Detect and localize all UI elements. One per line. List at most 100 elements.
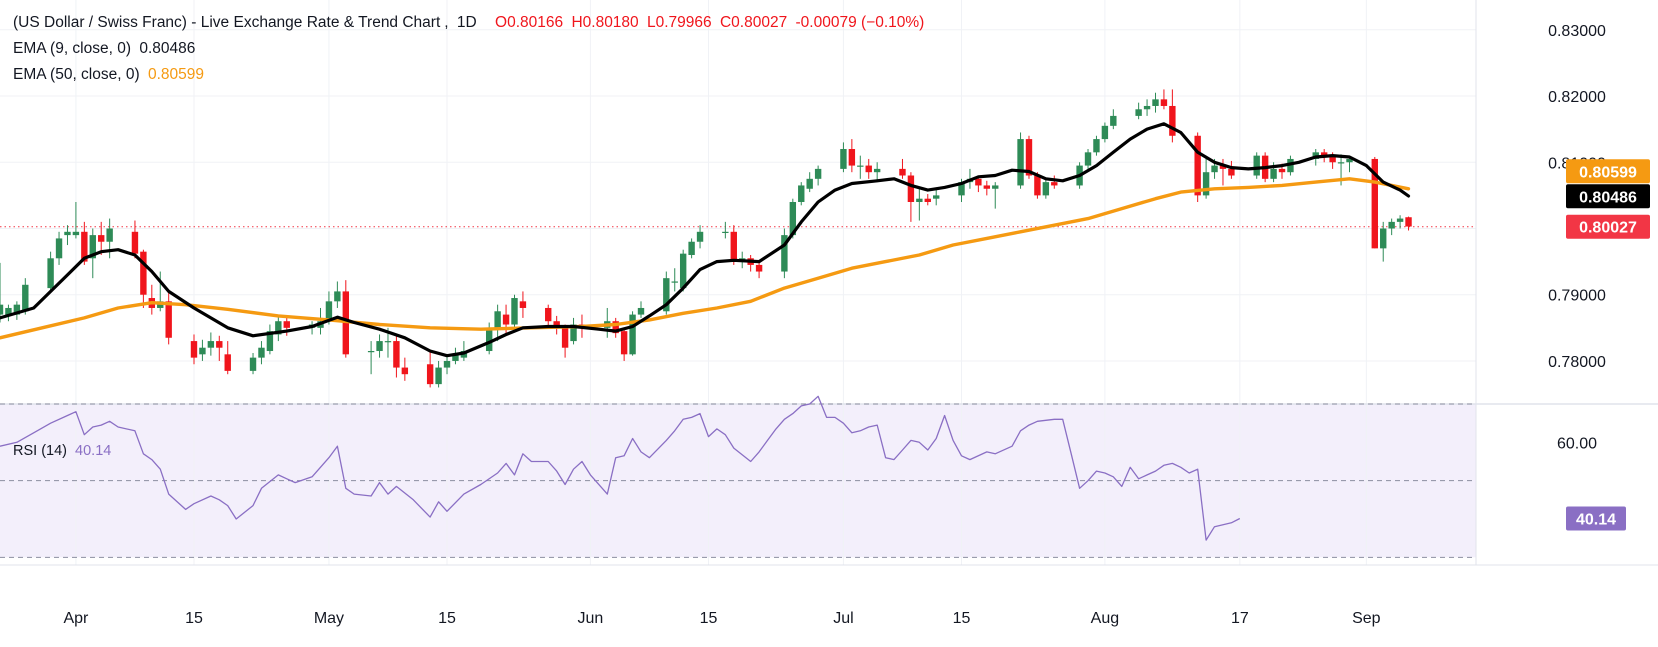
candle-body-113 — [1320, 152, 1328, 156]
price-tick-label-0: 0.83000 — [1548, 23, 1606, 40]
candle-body-3 — [22, 284, 29, 312]
chart-comma: , — [444, 14, 449, 31]
candle-body-21 — [224, 354, 231, 371]
candle-body-61 — [696, 231, 704, 242]
candle-body-77 — [899, 168, 906, 176]
candle-body-106 — [1228, 168, 1235, 176]
candle-body-102 — [1194, 135, 1201, 196]
candle-body-120 — [1396, 218, 1404, 222]
price-badge-label-0: 0.80599 — [1579, 164, 1637, 181]
time-tick-label-7: 15 — [953, 610, 971, 627]
candle-body-6 — [64, 231, 71, 236]
candle-body-22 — [249, 357, 257, 371]
candle-body-119 — [1388, 221, 1395, 229]
candle-body-1 — [5, 307, 12, 316]
price-badge-2 — [1566, 214, 1650, 239]
candle-body-98 — [1143, 105, 1151, 110]
ohlc-low-label: L — [646, 14, 656, 31]
candle-body-99 — [1152, 99, 1159, 106]
ohlc-low: 0.79966 — [655, 14, 712, 31]
candle-body-34 — [384, 341, 392, 343]
candle-body-40 — [452, 354, 459, 361]
ema9-line — [0, 122, 1411, 358]
ohlc-open: 0.80166 — [507, 14, 564, 31]
candle-body-10 — [98, 235, 105, 242]
candle-body-47 — [545, 307, 552, 322]
candle-body-17 — [190, 341, 198, 358]
time-tick-label-0: Apr — [63, 610, 89, 627]
time-tick-label-5: 15 — [700, 610, 718, 627]
candle-body-72 — [840, 149, 847, 169]
candle-body-88 — [1025, 139, 1033, 176]
ema50-value: 0.80599 — [147, 66, 204, 83]
rsi-line — [0, 395, 1241, 541]
rsi-legend: RSI (14) 40.14 — [13, 443, 111, 459]
candle-body-16 — [165, 301, 172, 338]
candle-body-90 — [1042, 182, 1050, 196]
candle-body-13 — [140, 251, 147, 295]
candle-body-80 — [924, 198, 931, 202]
candle-body-54 — [620, 331, 628, 355]
candle-body-36 — [401, 367, 409, 375]
ohlc-close-label: C — [719, 14, 732, 31]
candle-body-73 — [848, 149, 856, 166]
rsi-badge — [1566, 506, 1626, 531]
candle-body-116 — [1346, 158, 1353, 163]
candle-body-9 — [89, 235, 96, 259]
price-badge-1 — [1566, 184, 1650, 209]
candle-body-91 — [1051, 182, 1058, 186]
ema50-line — [0, 177, 1411, 340]
candle-body-19 — [207, 341, 215, 348]
chart-interval: 1D — [456, 14, 477, 31]
candle-body-55 — [629, 314, 636, 355]
candle-body-24 — [266, 331, 274, 352]
candle-body-66 — [755, 264, 763, 272]
candle-body-2 — [13, 304, 21, 315]
rsi-name: RSI (14) — [13, 443, 67, 459]
candle-body-53 — [612, 321, 619, 334]
candle-body-79 — [916, 198, 923, 202]
price-tick-label-4: 0.78000 — [1548, 354, 1606, 371]
chart-title: (US Dollar / Swiss Franc) - Live Exchang… — [13, 14, 441, 31]
candle-body-12 — [131, 231, 139, 254]
ema9-legend: EMA (9, close, 0) 0.80486 — [13, 40, 195, 58]
candle-body-42 — [485, 327, 493, 352]
candle-body-105 — [1219, 165, 1227, 169]
ohlc-close: 0.80027 — [731, 14, 788, 31]
candle-body-115 — [1337, 162, 1345, 164]
candle-body-60 — [688, 241, 695, 255]
candle-body-76 — [873, 168, 881, 173]
candle-body-117 — [1371, 158, 1378, 249]
price-tick-label-3: 0.79000 — [1548, 288, 1606, 305]
time-tick-label-9: 17 — [1231, 610, 1249, 627]
candle-body-33 — [376, 341, 383, 352]
time-tick-label-4: Jun — [578, 610, 604, 627]
candle-body-110 — [1278, 168, 1286, 173]
candle-body-69 — [798, 185, 805, 202]
candle-body-93 — [1084, 152, 1092, 166]
candle-body-85 — [983, 185, 991, 189]
chart-legend-title: (US Dollar / Swiss Franc) - Live Exchang… — [13, 14, 928, 32]
candle-body-89 — [1034, 175, 1041, 196]
candle-body-0 — [0, 304, 4, 315]
candle-body-58 — [671, 281, 678, 283]
ema50-name: EMA (50, close, 0) — [13, 66, 140, 83]
candle-body-57 — [663, 278, 670, 312]
candle-body-49 — [561, 327, 569, 348]
time-tick-label-8: Aug — [1091, 610, 1119, 627]
candle-body-87 — [1017, 139, 1024, 186]
ema50-legend: EMA (50, close, 0) 0.80599 — [13, 66, 204, 84]
ohlc-change: -0.00079 (−0.10%) — [795, 14, 925, 31]
ohlc-high: 0.80180 — [582, 14, 639, 31]
candle-body-8 — [81, 231, 88, 262]
candle-body-30 — [334, 291, 341, 302]
candle-body-26 — [283, 321, 290, 328]
candle-body-71 — [814, 168, 822, 179]
rsi-value: 40.14 — [75, 443, 112, 459]
candle-body-74 — [857, 165, 864, 167]
candle-body-118 — [1380, 228, 1387, 249]
time-tick-label-6: Jul — [833, 610, 853, 627]
candle-body-101 — [1169, 105, 1176, 136]
candle-body-67 — [781, 235, 788, 272]
